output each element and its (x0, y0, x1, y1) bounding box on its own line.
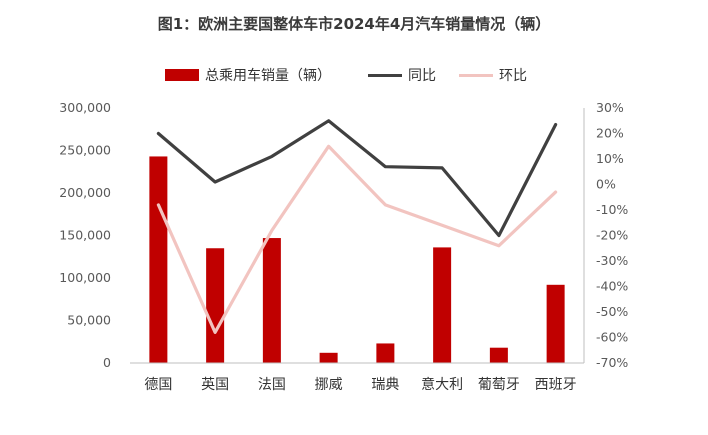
y-right-tick-label: -20% (596, 228, 628, 243)
x-category-label: 意大利 (421, 376, 463, 393)
x-category-label: 瑞典 (371, 377, 399, 393)
legend-item-yoy: 同比 (368, 64, 436, 86)
y-right-tick-label: 0% (596, 177, 616, 192)
bar-total-sales (546, 284, 565, 363)
line-yoy (156, 119, 558, 238)
chart-legend: 总乘用车销量（辆） 同比 环比 (0, 64, 708, 86)
bar-total-sales (433, 247, 452, 363)
legend-item-total-sales: 总乘用车销量（辆） (165, 64, 331, 86)
x-category-label: 法国 (258, 377, 286, 393)
legend-item-mom: 环比 (459, 64, 527, 86)
y-right-tick-label: -70% (596, 355, 628, 370)
line-mom (156, 144, 558, 334)
legend-swatch-bar (165, 69, 199, 81)
legend-label: 总乘用车销量（辆） (205, 68, 331, 84)
y-left-tick-label: 150,000 (59, 228, 111, 243)
y-left-tick-label: 300,000 (59, 100, 111, 115)
y-right-tick-label: -40% (596, 279, 628, 294)
y-right-tick-label: 20% (596, 126, 624, 141)
y-right-tick-label: -10% (596, 202, 628, 217)
chart-title: 图1：欧洲主要国整体车市2024年4月汽车销量情况（辆） (157, 15, 551, 33)
y-left-tick-label: 0 (103, 355, 111, 370)
bar-total-sales (319, 352, 338, 363)
bar-total-sales (149, 156, 168, 363)
bar-total-sales (262, 238, 281, 363)
y-left-tick-label: 200,000 (59, 185, 111, 200)
y-left-tick-label: 100,000 (59, 270, 111, 285)
y-right-tick-label: 30% (596, 100, 624, 115)
x-category-label: 西班牙 (535, 377, 577, 393)
legend-label: 同比 (408, 68, 436, 84)
bar-total-sales (489, 347, 508, 363)
legend-swatch-line (368, 73, 402, 77)
y-left-tick-label: 250,000 (59, 143, 111, 158)
bar-total-sales (376, 343, 395, 363)
x-category-label: 葡萄牙 (478, 377, 520, 393)
legend-swatch-line (459, 73, 493, 77)
y-right-tick-label: -60% (596, 330, 628, 345)
x-category-label: 德国 (144, 377, 172, 393)
y-right-tick-label: -50% (596, 304, 628, 319)
y-right-tick-label: -30% (596, 253, 628, 268)
x-category-label: 挪威 (315, 377, 343, 393)
legend-label: 环比 (499, 68, 527, 84)
bar-total-sales (206, 248, 225, 363)
x-category-label: 英国 (201, 376, 229, 393)
y-left-tick-label: 50,000 (67, 313, 111, 328)
y-right-tick-label: 10% (596, 151, 624, 166)
